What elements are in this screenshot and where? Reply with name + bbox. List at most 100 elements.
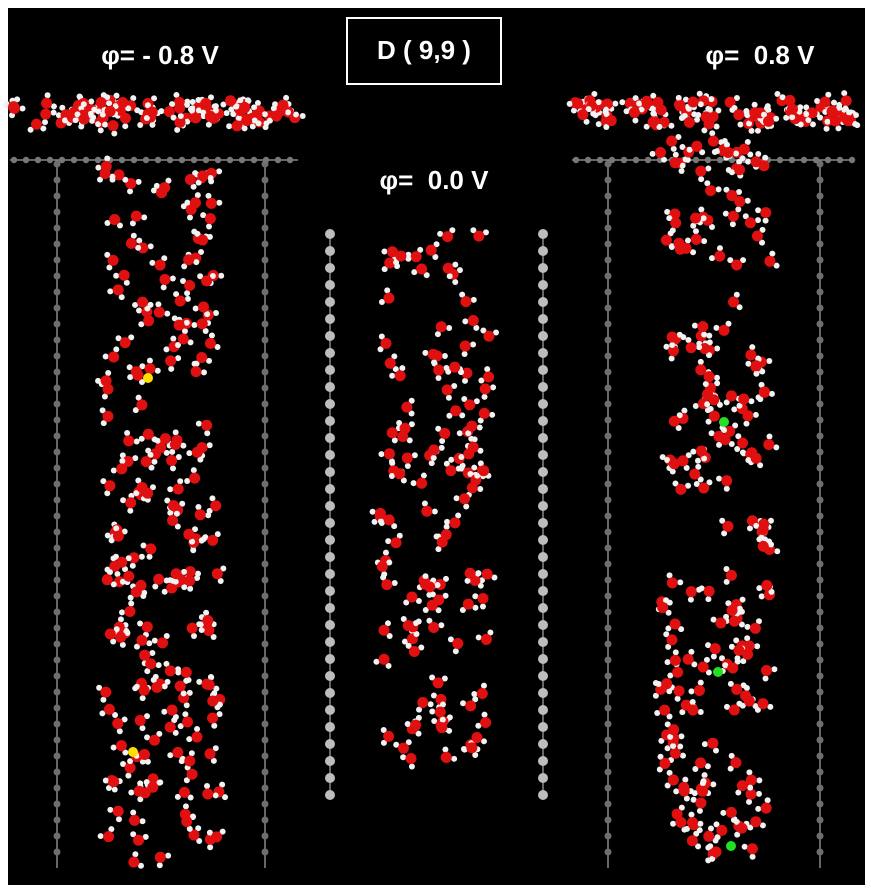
hydrogen-atom xyxy=(162,683,168,689)
oxygen-atom xyxy=(760,207,771,218)
hydrogen-atom xyxy=(122,123,128,129)
carbon-atom xyxy=(817,657,824,664)
oxygen-atom xyxy=(726,570,737,581)
carbon-atom xyxy=(262,497,269,504)
oxygen-atom xyxy=(211,831,222,842)
oxygen-atom xyxy=(436,321,447,332)
hydrogen-atom xyxy=(413,620,419,626)
carbon-atom xyxy=(817,289,824,296)
hydrogen-atom xyxy=(765,107,771,113)
carbon-atom xyxy=(325,501,335,511)
oxygen-atom xyxy=(733,109,744,120)
hydrogen-atom xyxy=(446,325,452,331)
carbon-atom xyxy=(817,689,824,696)
carbon-atom xyxy=(54,401,61,408)
carbon-atom xyxy=(538,450,548,460)
hydrogen-atom xyxy=(180,443,186,449)
hydrogen-atom xyxy=(443,365,449,371)
oxygen-atom xyxy=(383,293,394,304)
carbon-atom xyxy=(47,157,53,163)
oxygen-atom xyxy=(155,260,166,271)
oxygen-atom xyxy=(204,679,215,690)
hydrogen-atom xyxy=(462,351,468,357)
hydrogen-atom xyxy=(89,118,95,124)
oxygen-atom xyxy=(175,681,186,692)
hydrogen-atom xyxy=(477,425,483,431)
carbon-atom xyxy=(325,467,335,477)
hydrogen-atom xyxy=(632,117,638,123)
oxygen-atom xyxy=(131,587,142,598)
carbon-atom xyxy=(538,620,548,630)
hydrogen-atom xyxy=(107,807,113,813)
hydrogen-atom xyxy=(612,101,618,107)
oxygen-atom xyxy=(103,831,114,842)
hydrogen-atom xyxy=(170,465,176,471)
hydrogen-atom xyxy=(442,353,448,359)
carbon-atom xyxy=(54,257,61,264)
carbon-atom xyxy=(605,417,612,424)
oxygen-atom xyxy=(460,296,471,307)
carbon-atom xyxy=(59,157,65,163)
hydrogen-atom xyxy=(224,110,230,116)
hydrogen-atom xyxy=(664,209,670,215)
oxygen-atom xyxy=(450,517,461,528)
carbon-atom xyxy=(71,157,77,163)
carbon-atom xyxy=(54,241,61,248)
carbon-atom xyxy=(54,209,61,216)
hydrogen-atom xyxy=(405,721,411,727)
carbon-atom xyxy=(54,449,61,456)
oxygen-atom xyxy=(165,355,176,366)
oxygen-atom xyxy=(153,574,164,585)
oxygen-atom xyxy=(96,97,107,108)
carbon-atom xyxy=(325,756,335,766)
oxygen-atom xyxy=(159,274,170,285)
hydrogen-atom xyxy=(720,810,726,816)
hydrogen-atom xyxy=(20,106,26,112)
oxygen-atom xyxy=(391,537,402,548)
oxygen-atom xyxy=(165,665,176,676)
oxygen-atom xyxy=(101,375,112,386)
carbon-atom xyxy=(597,157,603,163)
hydrogen-atom xyxy=(706,333,712,339)
hydrogen-atom xyxy=(693,403,699,409)
carbon-atom xyxy=(262,385,269,392)
carbon-atom xyxy=(817,545,824,552)
oxygen-atom xyxy=(471,732,482,743)
oxygen-atom xyxy=(136,635,147,646)
oxygen-atom xyxy=(120,337,131,348)
hydrogen-atom xyxy=(702,772,708,778)
oxygen-atom xyxy=(159,182,170,193)
oxygen-atom xyxy=(108,351,119,362)
carbon-atom xyxy=(262,833,269,840)
hydrogen-atom xyxy=(111,744,117,750)
carbon-atom xyxy=(538,654,548,664)
oxygen-atom xyxy=(670,618,681,629)
carbon-atom xyxy=(54,801,61,808)
oxygen-atom xyxy=(132,370,143,381)
oxygen-atom xyxy=(750,623,761,634)
hydrogen-atom xyxy=(698,709,704,715)
carbon-atom xyxy=(262,305,269,312)
hydrogen-atom xyxy=(701,215,707,221)
oxygen-atom xyxy=(125,497,136,508)
oxygen-atom xyxy=(459,493,470,504)
hydrogen-atom xyxy=(677,579,683,585)
oxygen-atom xyxy=(104,704,115,715)
carbon-atom xyxy=(54,769,61,776)
carbon-atom xyxy=(605,705,612,712)
hydrogen-atom xyxy=(745,457,751,463)
hydrogen-atom xyxy=(693,228,699,234)
carbon-atom xyxy=(95,157,101,163)
oxygen-atom xyxy=(174,103,185,114)
carbon-atom xyxy=(605,833,612,840)
carbon-atom xyxy=(801,157,807,163)
oxygen-atom xyxy=(171,568,182,579)
carbon-atom xyxy=(54,641,61,648)
oxygen-atom xyxy=(683,654,694,665)
carbon-atom xyxy=(538,382,548,392)
oxygen-atom xyxy=(466,742,477,753)
carbon-atom xyxy=(538,280,548,290)
carbon-atom xyxy=(817,465,824,472)
oxygen-atom xyxy=(761,665,772,676)
carbon-atom xyxy=(538,229,548,239)
